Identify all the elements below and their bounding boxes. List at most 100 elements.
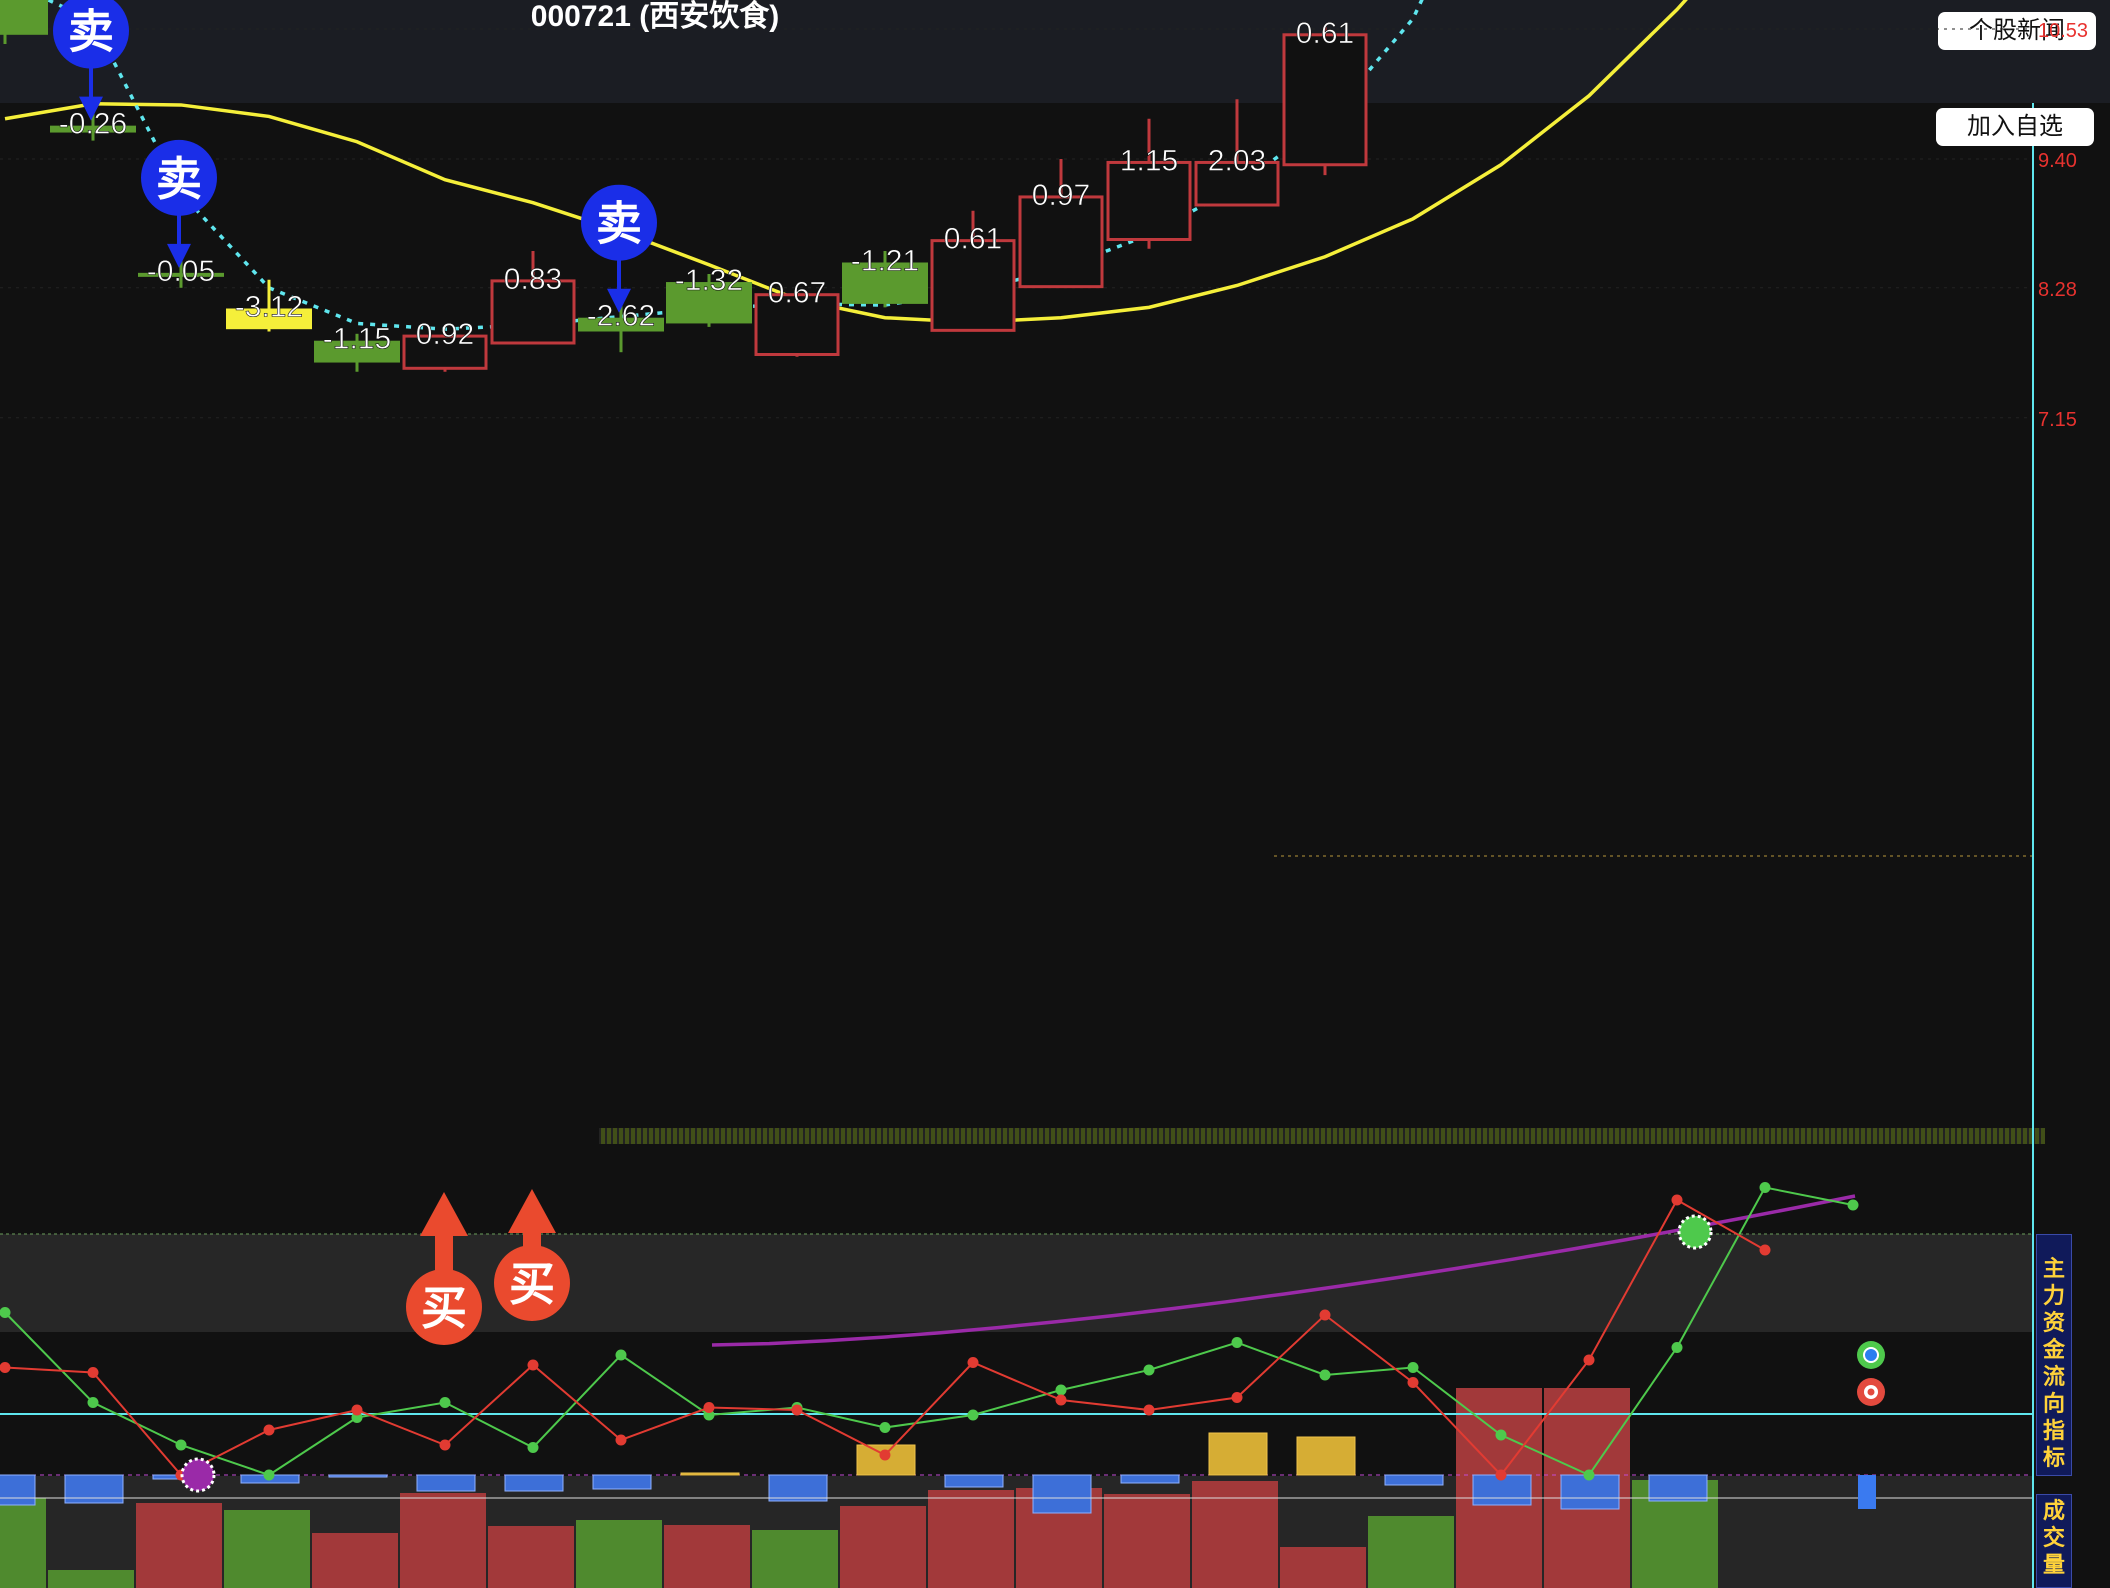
fund-bar bbox=[504, 1474, 564, 1492]
fund-flow-red-point bbox=[1143, 1404, 1155, 1416]
volume-bar bbox=[48, 1570, 134, 1588]
legend-dot-red-center bbox=[1867, 1388, 1875, 1396]
candle-change-label: 0.61 bbox=[944, 223, 1002, 256]
candle-change-label: 0.83 bbox=[504, 263, 562, 296]
candle-body bbox=[578, 317, 664, 332]
candle-body bbox=[930, 239, 1016, 332]
fund-flow-red-point bbox=[351, 1404, 363, 1416]
fund-flow-red-point bbox=[967, 1357, 979, 1368]
buy-signal-marker bbox=[494, 1245, 570, 1321]
candle-body bbox=[226, 308, 312, 330]
fund-flow-green-point bbox=[1407, 1362, 1419, 1373]
fund-flow-green-point bbox=[1759, 1182, 1771, 1193]
candle-change-label: -1.21 bbox=[851, 245, 919, 278]
fund-flow-red-point bbox=[1231, 1392, 1243, 1403]
fund-long-average-line bbox=[711, 1194, 1856, 1347]
candle-body bbox=[50, 125, 136, 133]
fund-flow-green-point bbox=[0, 1307, 11, 1318]
volume-bar bbox=[1280, 1547, 1366, 1588]
buy-arrow-stem bbox=[435, 1230, 453, 1272]
candle-body bbox=[1018, 195, 1104, 289]
sell-signal-marker bbox=[581, 184, 657, 261]
fund-bar bbox=[64, 1474, 124, 1504]
fund-flow-red-point bbox=[0, 1362, 11, 1373]
fund-flow-green-point bbox=[615, 1349, 627, 1361]
stock-title: 000721 (西安饮食) bbox=[530, 0, 780, 33]
add-to-watchlist-button[interactable]: 加入自选 bbox=[1936, 108, 2094, 146]
fund-bar-last bbox=[1858, 1475, 1876, 1509]
sell-signal-marker bbox=[53, 0, 129, 69]
volume-bar bbox=[928, 1490, 1014, 1588]
fund-flow-red-point bbox=[879, 1449, 891, 1461]
fund-flow-green-point bbox=[263, 1469, 275, 1481]
crossover-marker bbox=[1677, 1214, 1713, 1250]
fund-bar bbox=[1648, 1474, 1708, 1502]
candle-change-label: 0.97 bbox=[1032, 179, 1090, 212]
fund-flow-red-point bbox=[1319, 1309, 1331, 1321]
fund-flow-red-point bbox=[791, 1404, 803, 1416]
fund-flow-green-point bbox=[527, 1442, 539, 1453]
fund-bar bbox=[0, 1474, 36, 1506]
candle-body bbox=[754, 293, 840, 357]
fund-flow-green-point bbox=[1055, 1384, 1067, 1396]
fund-flow-green-point bbox=[439, 1397, 451, 1408]
volume-bar bbox=[1368, 1516, 1454, 1588]
sell-signal-marker bbox=[141, 139, 217, 216]
fund-flow-green-point bbox=[1143, 1364, 1155, 1376]
sell-arrow-head bbox=[607, 288, 631, 313]
buy-arrow-head bbox=[508, 1189, 556, 1233]
fund-flow-green-point bbox=[1231, 1337, 1243, 1348]
fund-flow-red-point bbox=[1407, 1377, 1419, 1388]
price-tick-label: 7.15 bbox=[2038, 409, 2077, 431]
fund-bar bbox=[944, 1474, 1004, 1488]
fund-flow-red-point bbox=[1495, 1469, 1507, 1481]
volume-bar bbox=[752, 1530, 838, 1588]
volume-bar bbox=[840, 1506, 926, 1588]
sell-arrow-head bbox=[167, 243, 191, 268]
buy-signal-text: 买 bbox=[509, 1257, 555, 1311]
candle-change-label: -3.12 bbox=[235, 291, 303, 324]
candle-body bbox=[1106, 160, 1192, 241]
candle-body bbox=[314, 340, 400, 363]
price-tick-label: 9.40 bbox=[2038, 150, 2077, 172]
fund-bar bbox=[1120, 1474, 1180, 1484]
candle-body bbox=[842, 262, 928, 304]
fund-panel-top-bg bbox=[0, 1234, 2034, 1332]
volume-bar bbox=[1192, 1481, 1278, 1588]
candle-body bbox=[402, 334, 488, 370]
price-tick-label: 8.28 bbox=[2038, 279, 2077, 301]
candle-change-label: -1.32 bbox=[675, 264, 743, 297]
volume-bar bbox=[224, 1510, 310, 1588]
ma-slow-line bbox=[4, 0, 1688, 325]
volume-bar bbox=[576, 1520, 662, 1588]
fund-bar bbox=[328, 1474, 388, 1478]
fund-bar bbox=[680, 1472, 740, 1476]
candle-body bbox=[1194, 160, 1280, 207]
fund-flow-red-point bbox=[263, 1424, 275, 1436]
fund-bar bbox=[1384, 1474, 1444, 1486]
fund-flow-green-point bbox=[1671, 1342, 1683, 1353]
stock-news-button[interactable]: 个股新闻 bbox=[1938, 12, 2096, 50]
volume-indicator-label[interactable]: 成 交 量 bbox=[2036, 1494, 2072, 1588]
fund-flow-green-point bbox=[967, 1409, 979, 1421]
fund-flow-red-point bbox=[1055, 1394, 1067, 1406]
candle-change-label: -0.05 bbox=[147, 255, 215, 288]
fund-flow-red-point bbox=[1759, 1244, 1771, 1256]
ma-fast-line bbox=[44, 0, 1424, 331]
fund-flow-red-point bbox=[615, 1434, 627, 1446]
volume-bar bbox=[400, 1493, 486, 1588]
volume-bar bbox=[664, 1525, 750, 1588]
top-bar: 000721 (西安饮食) bbox=[0, 0, 2110, 103]
support-band bbox=[600, 1128, 2045, 1144]
buy-signal-text: 买 bbox=[421, 1281, 467, 1335]
crossover-marker bbox=[180, 1457, 216, 1493]
fund-flow-red-point bbox=[87, 1367, 99, 1378]
candle-change-label: 0.61 bbox=[1296, 17, 1354, 50]
sell-arrow-head bbox=[79, 96, 103, 121]
fund-flow-red-point bbox=[439, 1439, 451, 1451]
candle-change-label: -0.26 bbox=[59, 108, 127, 141]
candle-change-label: -2.62 bbox=[587, 300, 655, 333]
fund-bar bbox=[1208, 1432, 1268, 1476]
fund-flow-indicator-label[interactable]: 主 力 资 金 流 向 指 标 bbox=[2036, 1234, 2072, 1476]
